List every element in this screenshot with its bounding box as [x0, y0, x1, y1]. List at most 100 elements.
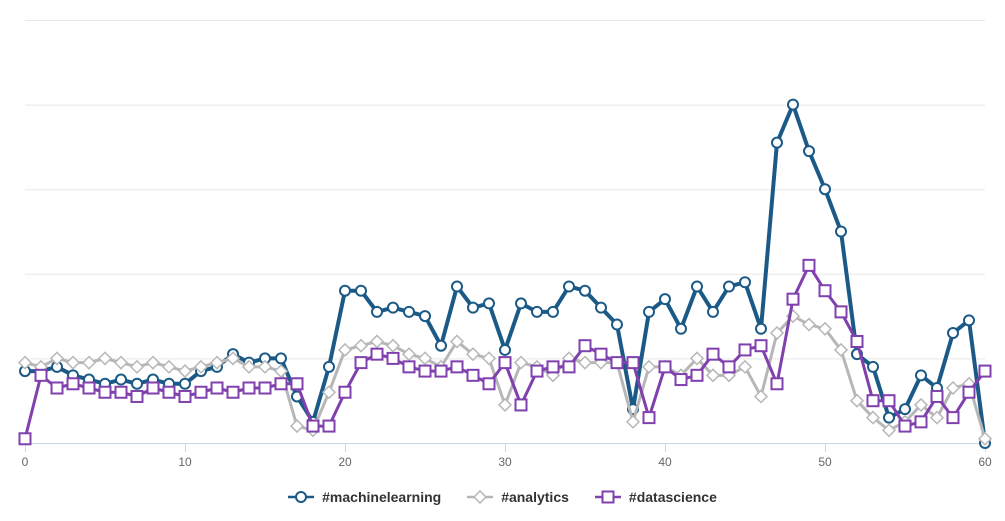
series-datascience-marker: [658, 360, 672, 374]
series-analytics-marker: [49, 351, 65, 366]
series-analytics-marker: [113, 355, 129, 370]
series-analytics-marker: [209, 355, 225, 370]
series-datascience-marker: [706, 347, 720, 361]
series-machinelearning-marker: [483, 297, 495, 310]
series-analytics-marker: [753, 389, 769, 404]
series-datascience-marker: [338, 385, 352, 399]
series-datascience-marker: [786, 292, 800, 306]
series-machinelearning-marker: [899, 403, 911, 416]
series-analytics-marker: [273, 364, 289, 379]
series-datascience-marker: [562, 360, 576, 374]
series-analytics-marker: [465, 347, 481, 362]
series-analytics-marker: [369, 334, 385, 349]
series-machinelearning-marker: [275, 352, 287, 365]
series-datascience-marker: [290, 377, 304, 391]
series-datascience-marker: [226, 385, 240, 399]
series-analytics-marker: [689, 351, 705, 366]
series-datascience-marker: [242, 381, 256, 395]
series-datascience-marker: [370, 347, 384, 361]
series-datascience-marker: [50, 381, 64, 395]
series-datascience-marker: [882, 394, 896, 408]
series-analytics-marker: [497, 397, 513, 412]
series-analytics-marker: [241, 359, 257, 374]
series-datascience-marker: [722, 360, 736, 374]
series-analytics-marker: [145, 355, 161, 370]
series-datascience-marker: [946, 411, 960, 425]
series-datascience-marker: [738, 343, 752, 357]
series-datascience-marker: [930, 389, 944, 403]
series-datascience-marker: [354, 356, 368, 370]
series-datascience-marker: [498, 356, 512, 370]
series-machinelearning-marker: [723, 280, 735, 293]
series-datascience-marker: [690, 368, 704, 382]
series-analytics-marker: [337, 342, 353, 358]
circle-marker-glyph: [295, 491, 308, 503]
series-datascience-marker: [130, 389, 144, 403]
series-analytics-marker: [385, 338, 401, 353]
series-machinelearning-marker: [115, 373, 127, 386]
series-machinelearning-marker: [915, 369, 927, 382]
series-machinelearning-marker: [867, 360, 879, 373]
series-datascience-marker: [82, 381, 96, 395]
x-axis-tick-label: 40: [658, 455, 672, 469]
series-datascience-marker: [210, 381, 224, 395]
series-datascience-marker: [466, 368, 480, 382]
series-machinelearning-marker: [387, 301, 399, 314]
series-machinelearning-marker: [339, 284, 351, 297]
series-analytics-line: [23, 314, 987, 441]
series-machinelearning-marker: [531, 305, 543, 318]
diamond-marker-icon: [467, 490, 494, 504]
series-datascience-marker: [258, 381, 272, 395]
series-machinelearning-marker: [659, 293, 671, 306]
series-analytics-marker: [769, 325, 785, 341]
series-machinelearning-marker: [563, 280, 575, 293]
series-datascience-marker: [482, 377, 496, 391]
series-analytics-marker: [417, 351, 433, 366]
series-datascience-marker: [18, 432, 32, 446]
series-datascience-marker: [770, 377, 784, 391]
series-analytics-marker: [881, 423, 897, 438]
series-analytics-marker: [737, 359, 753, 374]
series-machinelearning-marker: [179, 377, 191, 390]
series-machinelearning-marker: [883, 411, 895, 424]
legend-item-machinelearning[interactable]: #machinelearning: [288, 489, 441, 505]
x-axis-tick-label: 50: [818, 455, 832, 469]
series-machinelearning-marker: [131, 377, 143, 390]
legend-item-analytics[interactable]: #analytics: [467, 489, 569, 505]
legend-item-datascience[interactable]: #datascience: [594, 489, 717, 505]
series-machinelearning-marker: [435, 339, 447, 352]
series-datascience-marker: [626, 356, 640, 370]
series-analytics-marker: [705, 368, 721, 383]
series-machinelearning-marker: [515, 297, 527, 310]
chart-legend: #machinelearning #analytics #datascience: [0, 482, 1005, 512]
series-datascience-marker: [34, 368, 48, 382]
series-machinelearning-marker: [467, 301, 479, 314]
series-datascience-marker: [674, 373, 688, 387]
legend-label-analytics: #analytics: [501, 489, 569, 505]
series-datascience-marker: [386, 351, 400, 365]
series-datascience-marker: [850, 334, 864, 348]
series-machinelearning-marker: [579, 284, 591, 297]
series-machinelearning-marker: [947, 327, 959, 340]
series-analytics-marker: [481, 351, 497, 366]
chart-plot: 0 10 20 30 40 50 60: [17, 20, 993, 469]
series-datascience-marker: [194, 385, 208, 399]
series-analytics-marker: [625, 414, 641, 429]
x-axis-tick-label: 10: [178, 455, 192, 469]
series-analytics-marker: [97, 351, 113, 366]
series-datascience-marker: [898, 419, 912, 433]
series-machinelearning-marker: [963, 314, 975, 327]
series-analytics-marker: [865, 410, 881, 425]
x-axis-tick-label: 30: [498, 455, 512, 469]
series-analytics-marker: [401, 347, 417, 362]
circle-marker-icon: [288, 491, 315, 503]
series-machinelearning-marker: [835, 225, 847, 238]
series-datascience-marker: [322, 419, 336, 433]
series-datascience-marker: [402, 360, 416, 374]
series-datascience-marker: [162, 385, 176, 399]
series-datascience-marker: [978, 364, 992, 378]
series-machinelearning-marker: [739, 276, 751, 289]
series-machinelearning-marker: [419, 310, 431, 323]
legend-label-datascience: #datascience: [628, 489, 717, 505]
series-datascience-marker: [594, 347, 608, 361]
